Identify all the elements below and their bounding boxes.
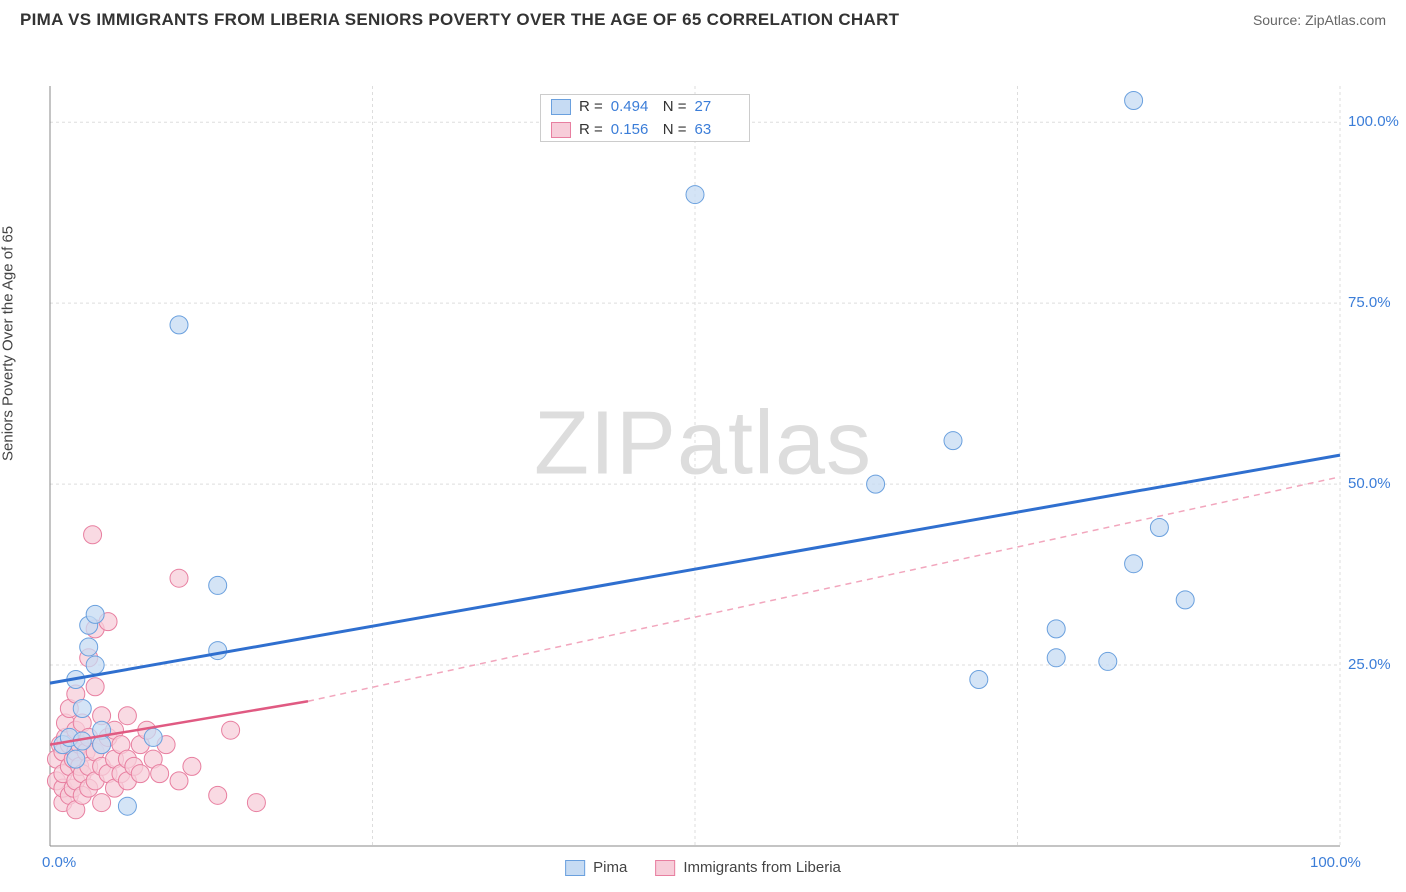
chart-title: PIMA VS IMMIGRANTS FROM LIBERIA SENIORS … [20,10,899,30]
pima-swatch [551,99,571,115]
pima-legend-swatch [565,860,585,876]
legend-pima: Pima [565,859,627,876]
stats-row-liberia: R = 0.156 N = 63 [541,118,749,141]
n-label: N = [663,121,687,138]
y-axis-label: Seniors Poverty Over the Age of 65 [0,226,17,461]
stats-row-pima: R = 0.494 N = 27 [541,95,749,118]
y-tick-label: 50.0% [1348,475,1406,492]
r-label: R = [579,121,603,138]
y-tick-label: 100.0% [1348,113,1406,130]
scatter-chart [0,36,1406,886]
pima-n-value: 27 [695,98,739,115]
y-tick-label: 75.0% [1348,294,1406,311]
correlation-stats-box: R = 0.494 N = 27 R = 0.156 N = 63 [540,94,750,142]
liberia-n-value: 63 [695,121,739,138]
chart-container: ZIPatlas Seniors Poverty Over the Age of… [0,36,1406,886]
y-tick-label: 25.0% [1348,656,1406,673]
legend-liberia: Immigrants from Liberia [655,859,841,876]
liberia-legend-label: Immigrants from Liberia [683,859,841,876]
source-attribution: Source: ZipAtlas.com [1253,12,1386,28]
n-label: N = [663,98,687,115]
x-tick-label: 100.0% [1310,854,1361,871]
pima-r-value: 0.494 [611,98,655,115]
pima-legend-label: Pima [593,859,627,876]
liberia-r-value: 0.156 [611,121,655,138]
r-label: R = [579,98,603,115]
legend-bottom: Pima Immigrants from Liberia [565,859,841,876]
liberia-legend-swatch [655,860,675,876]
liberia-swatch [551,122,571,138]
x-tick-label: 0.0% [42,854,76,871]
